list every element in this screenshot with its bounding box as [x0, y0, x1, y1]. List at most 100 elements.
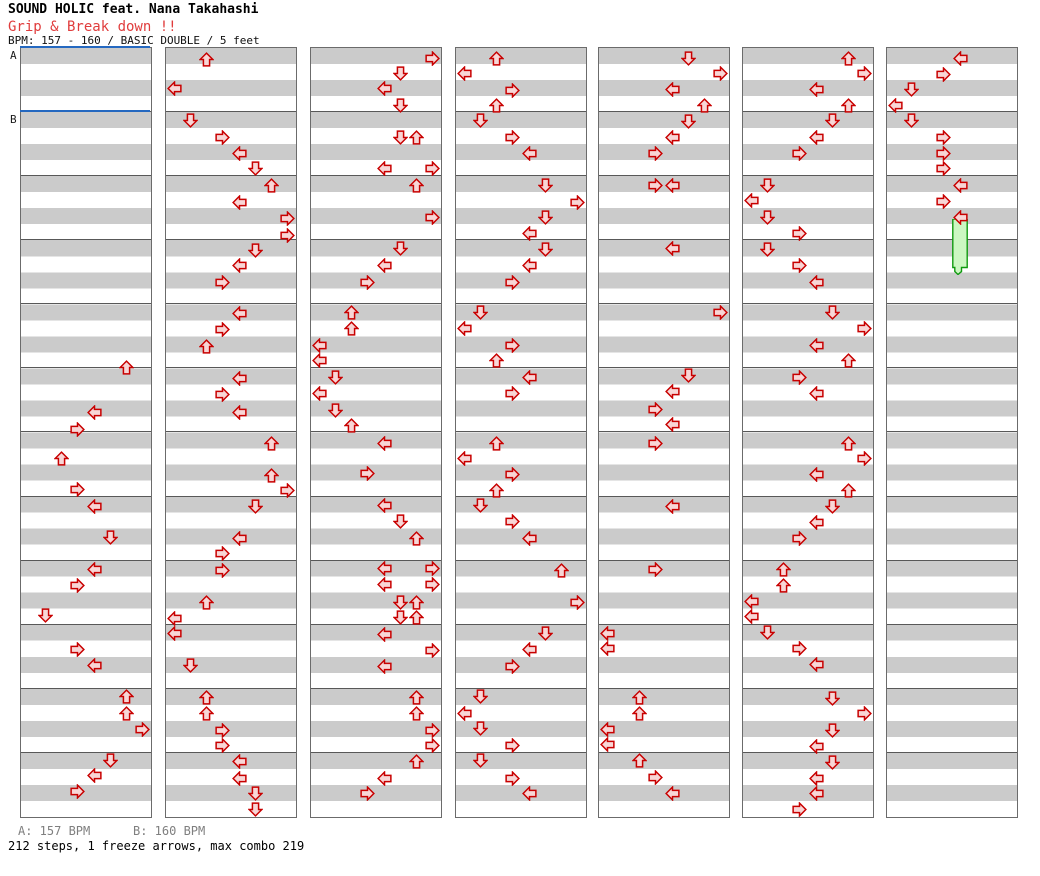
- step-arrow-down: [182, 657, 198, 673]
- bpm-marker-b-legend: B: 160 BPM: [133, 824, 206, 838]
- measure-line: [743, 431, 873, 433]
- step-arrow-left: [456, 450, 472, 466]
- step-arrow-left: [231, 257, 247, 273]
- step-arrow-right: [425, 576, 441, 592]
- step-arrow-right: [215, 321, 231, 337]
- measure-line: [456, 367, 586, 369]
- step-arrow-right: [280, 210, 296, 226]
- step-arrow-left: [86, 498, 102, 514]
- step-arrow-left: [664, 129, 680, 145]
- step-arrow-right: [505, 129, 521, 145]
- step-arrow-left: [743, 593, 759, 609]
- step-arrow-right: [70, 783, 86, 799]
- measure-line: [743, 623, 873, 625]
- measure-line: [166, 559, 296, 561]
- step-arrow-left: [599, 640, 615, 656]
- step-arrow-right: [70, 421, 86, 437]
- measure-line: [887, 751, 1017, 753]
- step-arrow-left: [166, 610, 182, 626]
- chart-panel-2: [165, 47, 297, 818]
- step-arrow-right: [505, 82, 521, 98]
- step-arrow-down: [680, 113, 696, 129]
- step-arrow-right: [857, 320, 873, 336]
- chart-panel-6: [742, 47, 874, 818]
- measure-line: [743, 367, 873, 369]
- measure-line: [456, 111, 586, 113]
- step-arrow-left: [743, 608, 759, 624]
- step-arrow-right: [792, 801, 808, 817]
- measure-line: [599, 175, 729, 177]
- step-arrow-up: [119, 688, 135, 704]
- step-arrow-down: [537, 177, 553, 193]
- measure-line: [21, 495, 151, 497]
- bpm-marker-a-legend: A: 157 BPM: [18, 824, 91, 838]
- step-arrow-down: [537, 625, 553, 641]
- step-arrow-down: [392, 240, 408, 256]
- measure-line: [456, 495, 586, 497]
- step-arrow-up: [344, 417, 360, 433]
- measure-line: [311, 495, 441, 497]
- step-arrow-left: [376, 257, 392, 273]
- bpm-marker-label-b: B: [10, 113, 17, 126]
- step-arrow-right: [215, 274, 231, 290]
- step-arrow-up: [841, 352, 857, 368]
- measure-line: [456, 751, 586, 753]
- measure-line: [743, 495, 873, 497]
- measure-line: [887, 495, 1017, 497]
- step-arrow-left: [521, 225, 537, 241]
- step-arrow-right: [792, 225, 808, 241]
- step-arrow-down: [37, 607, 53, 623]
- measure-line: [166, 175, 296, 177]
- step-arrow-left: [231, 305, 247, 321]
- step-arrow-left: [808, 770, 824, 786]
- step-arrow-right: [648, 145, 664, 161]
- step-arrow-left: [808, 738, 824, 754]
- step-arrow-right: [280, 227, 296, 243]
- step-arrow-down: [247, 498, 263, 514]
- step-arrow-left: [166, 625, 182, 641]
- measure-line: [311, 687, 441, 689]
- step-arrow-left: [808, 129, 824, 145]
- step-arrow-left: [599, 625, 615, 641]
- step-arrow-down: [903, 112, 919, 128]
- step-arrow-right: [215, 129, 231, 145]
- step-arrow-right: [215, 562, 231, 578]
- freeze-arrow-body: [952, 218, 969, 279]
- measure-line: [166, 751, 296, 753]
- step-arrow-left: [456, 705, 472, 721]
- song-title: Grip & Break down !!: [8, 19, 177, 35]
- step-arrow-down: [680, 367, 696, 383]
- measure-line: [887, 623, 1017, 625]
- step-arrow-up: [409, 705, 425, 721]
- step-arrow-right: [792, 257, 808, 273]
- measure-line: [21, 751, 151, 753]
- step-arrow-up: [409, 689, 425, 705]
- measure-line: [887, 111, 1017, 113]
- step-arrow-down: [472, 112, 488, 128]
- step-arrow-up: [199, 594, 215, 610]
- measure-line: [743, 111, 873, 113]
- step-arrow-down: [824, 304, 840, 320]
- step-arrow-right: [425, 737, 441, 753]
- step-arrow-up: [119, 359, 135, 375]
- step-arrow-left: [376, 80, 392, 96]
- measure-line: [743, 303, 873, 305]
- step-arrow-left: [521, 257, 537, 273]
- step-arrow-up: [264, 177, 280, 193]
- step-arrow-left: [86, 404, 102, 420]
- measure-line: [743, 751, 873, 753]
- step-arrow-down: [759, 209, 775, 225]
- step-arrow-down: [182, 112, 198, 128]
- step-arrow-left: [376, 560, 392, 576]
- step-arrow-left: [231, 145, 247, 161]
- measure-line: [311, 111, 441, 113]
- measure-line: [456, 431, 586, 433]
- step-arrow-left: [311, 352, 327, 368]
- step-arrow-right: [135, 721, 151, 737]
- step-arrow-left: [952, 50, 968, 66]
- step-arrow-left: [599, 721, 615, 737]
- step-arrow-down: [824, 754, 840, 770]
- artist-name: SOUND HOLIC feat. Nana Takahashi: [8, 2, 259, 17]
- measure-line: [887, 175, 1017, 177]
- measure-line: [599, 239, 729, 241]
